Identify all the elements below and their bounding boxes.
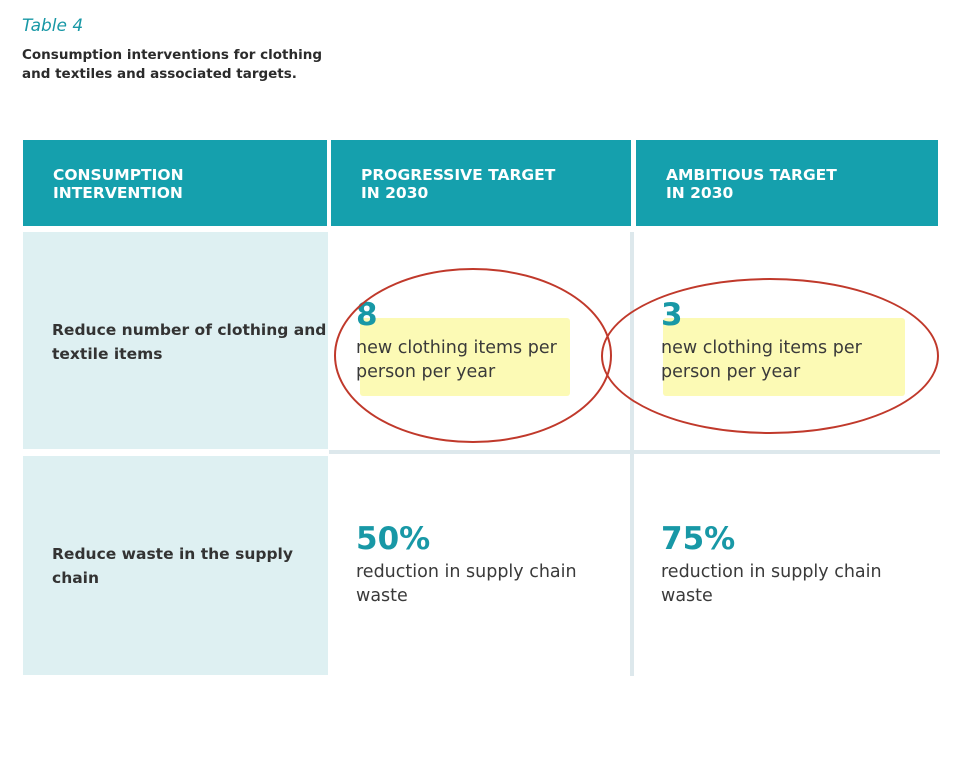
column-divider bbox=[630, 232, 634, 676]
row-label-reduce-waste: Reduce waste in the supply chain bbox=[23, 456, 328, 675]
row-divider bbox=[329, 450, 940, 454]
row-label-text: Reduce number of clothing and textile it… bbox=[52, 321, 327, 363]
target-value: 50% bbox=[356, 521, 431, 557]
row-label-reduce-items: Reduce number of clothing and textile it… bbox=[23, 232, 328, 449]
annotation-circle bbox=[334, 268, 612, 443]
cell-progressive-waste: 50% reduction in supply chain waste bbox=[356, 522, 616, 608]
header-consumption-intervention: CONSUMPTION INTERVENTION bbox=[23, 140, 327, 226]
target-description: reduction in supply chain waste bbox=[661, 562, 882, 606]
annotation-circle bbox=[601, 278, 939, 434]
target-value: 75% bbox=[661, 521, 736, 557]
header-progressive-target: PROGRESSIVE TARGET IN 2030 bbox=[331, 140, 631, 226]
row-label-text: Reduce waste in the supply chain bbox=[52, 545, 293, 587]
header-ambitious-target: AMBITIOUS TARGET IN 2030 bbox=[636, 140, 938, 226]
cell-ambitious-waste: 75% reduction in supply chain waste bbox=[661, 522, 921, 608]
target-description: reduction in supply chain waste bbox=[356, 562, 577, 606]
table-number: Table 4 bbox=[22, 16, 84, 36]
table-caption: Consumption interventions for clothing a… bbox=[22, 47, 322, 82]
